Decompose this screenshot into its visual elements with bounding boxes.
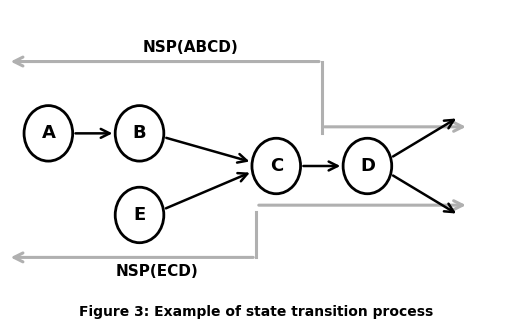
Text: D: D bbox=[360, 157, 375, 175]
Ellipse shape bbox=[115, 187, 164, 243]
Text: NSP(ABCD): NSP(ABCD) bbox=[142, 40, 238, 55]
Text: C: C bbox=[270, 157, 283, 175]
Ellipse shape bbox=[343, 138, 392, 194]
Text: Figure 3: Example of state transition process: Figure 3: Example of state transition pr… bbox=[79, 305, 433, 319]
Ellipse shape bbox=[252, 138, 301, 194]
Ellipse shape bbox=[115, 106, 164, 161]
Ellipse shape bbox=[24, 106, 73, 161]
Text: NSP(ECD): NSP(ECD) bbox=[116, 264, 199, 279]
Text: E: E bbox=[134, 206, 145, 224]
Text: A: A bbox=[41, 124, 55, 142]
Text: B: B bbox=[133, 124, 146, 142]
